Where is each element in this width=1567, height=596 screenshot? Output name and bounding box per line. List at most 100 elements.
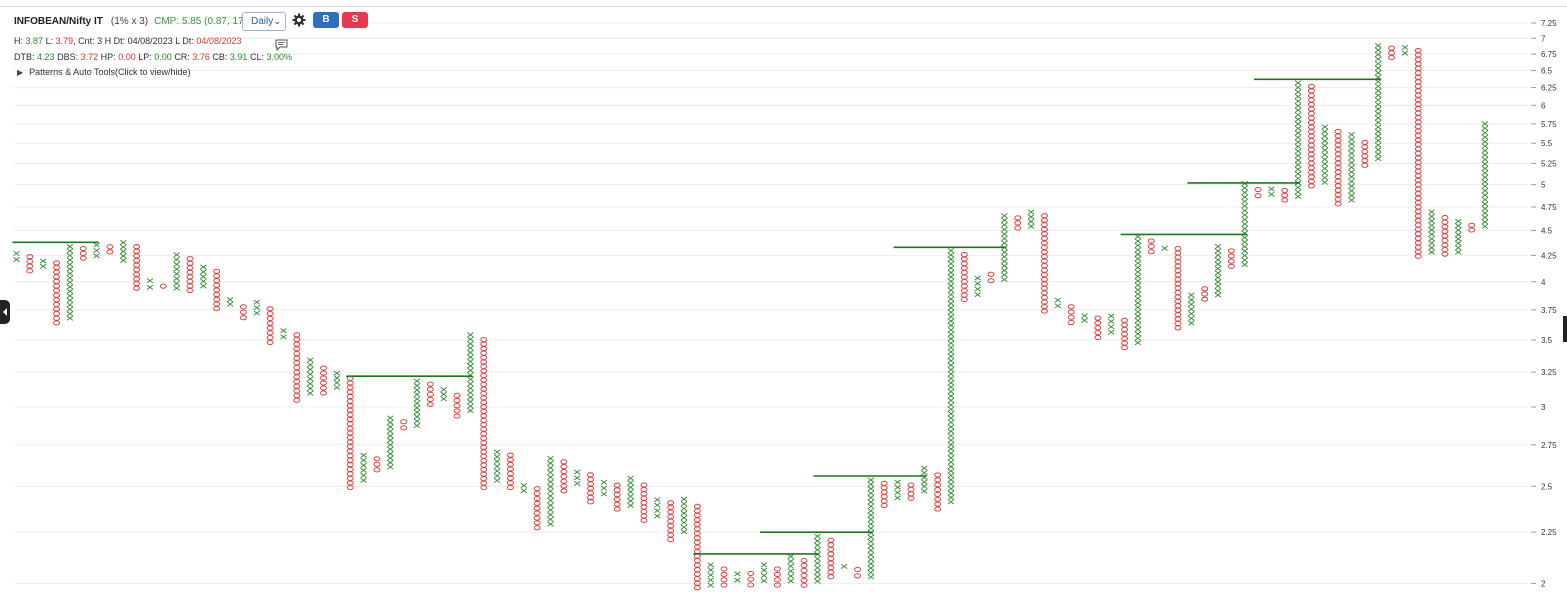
o-mark bbox=[507, 461, 514, 467]
o-mark bbox=[1361, 153, 1369, 159]
x-mark bbox=[120, 253, 127, 259]
x-mark bbox=[1134, 260, 1142, 266]
x-mark bbox=[680, 496, 688, 502]
o-mark bbox=[1307, 156, 1315, 162]
x-mark bbox=[1481, 223, 1489, 229]
dbs-value: 3.72 bbox=[80, 52, 99, 62]
o-mark bbox=[346, 480, 354, 486]
x-mark bbox=[1134, 295, 1142, 302]
o-mark bbox=[1414, 106, 1422, 112]
gear-icon[interactable] bbox=[292, 13, 306, 27]
x-mark bbox=[1374, 88, 1382, 94]
o-mark bbox=[1227, 263, 1235, 269]
x-mark bbox=[360, 472, 367, 478]
x-mark bbox=[493, 473, 501, 479]
x-mark bbox=[1374, 83, 1382, 89]
x-mark bbox=[947, 464, 955, 470]
x-mark bbox=[1321, 142, 1329, 148]
o-mark bbox=[1094, 325, 1102, 331]
x-mark bbox=[1161, 245, 1168, 251]
x-mark bbox=[467, 408, 474, 414]
x-mark bbox=[146, 284, 154, 290]
o-mark bbox=[1334, 201, 1342, 207]
o-mark bbox=[480, 399, 488, 405]
x-mark bbox=[173, 261, 180, 267]
right-panel-handle[interactable] bbox=[1563, 316, 1567, 342]
x-mark bbox=[200, 273, 207, 280]
x-mark bbox=[306, 376, 314, 382]
x-mark bbox=[1214, 243, 1222, 250]
x-column bbox=[867, 477, 875, 580]
o-mark bbox=[1334, 151, 1342, 157]
x-mark bbox=[1241, 239, 1248, 245]
x-mark bbox=[947, 331, 955, 337]
o-mark bbox=[346, 389, 354, 395]
o-mark bbox=[960, 283, 968, 289]
o-mark bbox=[640, 504, 648, 510]
o-mark bbox=[667, 500, 675, 506]
breakout-levels bbox=[12, 78, 1381, 555]
x-mark bbox=[306, 357, 314, 363]
o-mark bbox=[1174, 250, 1182, 256]
o-mark bbox=[1174, 267, 1182, 274]
x-mark bbox=[387, 437, 394, 443]
o-mark bbox=[293, 379, 301, 385]
o-column bbox=[213, 268, 221, 312]
buy-button[interactable]: B bbox=[313, 12, 339, 28]
x-mark bbox=[1134, 278, 1142, 284]
x-mark bbox=[894, 495, 901, 501]
x-column bbox=[467, 332, 474, 414]
timeframe-select[interactable]: Daily ⌄ bbox=[242, 12, 286, 31]
x-mark bbox=[947, 393, 955, 399]
x-mark bbox=[1481, 170, 1489, 176]
sell-button[interactable]: S bbox=[342, 12, 368, 28]
o-mark bbox=[1307, 110, 1315, 117]
x-mark bbox=[1348, 132, 1355, 138]
o-mark bbox=[1414, 231, 1422, 237]
h-label: H: bbox=[14, 36, 23, 46]
x-mark bbox=[440, 396, 447, 402]
patterns-toggle[interactable]: ▶ Patterns & Auto Tools(Click to view/hid… bbox=[17, 67, 191, 77]
o-mark bbox=[480, 471, 488, 477]
x-mark bbox=[947, 252, 955, 258]
x-mark bbox=[947, 283, 955, 289]
x-mark bbox=[200, 278, 207, 284]
x-mark bbox=[1001, 249, 1008, 255]
x-mark bbox=[947, 287, 955, 293]
x-mark bbox=[947, 477, 955, 483]
o-mark bbox=[693, 562, 701, 568]
x-mark bbox=[947, 411, 955, 417]
o-mark bbox=[1414, 168, 1422, 174]
x-mark bbox=[947, 490, 955, 496]
x-mark bbox=[814, 547, 821, 553]
o-mark bbox=[480, 431, 488, 437]
o-mark bbox=[1307, 142, 1315, 148]
chevron-left-icon[interactable] bbox=[0, 300, 10, 324]
o-column bbox=[320, 365, 327, 396]
x-mark bbox=[947, 261, 955, 267]
o-mark bbox=[693, 544, 701, 550]
o-mark bbox=[186, 256, 194, 262]
x-mark bbox=[1134, 273, 1142, 279]
x-mark bbox=[1481, 139, 1489, 145]
o-mark bbox=[1174, 259, 1182, 265]
x-mark bbox=[1214, 257, 1222, 263]
x-mark bbox=[654, 497, 661, 503]
o-mark bbox=[533, 495, 541, 502]
comment-icon[interactable] bbox=[275, 39, 288, 51]
o-mark bbox=[693, 585, 701, 591]
x-mark bbox=[1001, 213, 1008, 219]
x-mark bbox=[1134, 335, 1142, 341]
o-mark bbox=[320, 365, 327, 371]
o-mark bbox=[774, 571, 781, 577]
o-mark bbox=[1414, 124, 1422, 130]
o-column bbox=[774, 566, 781, 588]
x-mark bbox=[306, 381, 314, 387]
x-column bbox=[1428, 209, 1435, 255]
x-mark bbox=[1134, 313, 1142, 319]
o-mark bbox=[1414, 146, 1422, 152]
o-mark bbox=[1414, 88, 1422, 94]
o-mark bbox=[1307, 88, 1315, 94]
o-mark bbox=[507, 471, 514, 477]
o-mark bbox=[827, 556, 835, 562]
